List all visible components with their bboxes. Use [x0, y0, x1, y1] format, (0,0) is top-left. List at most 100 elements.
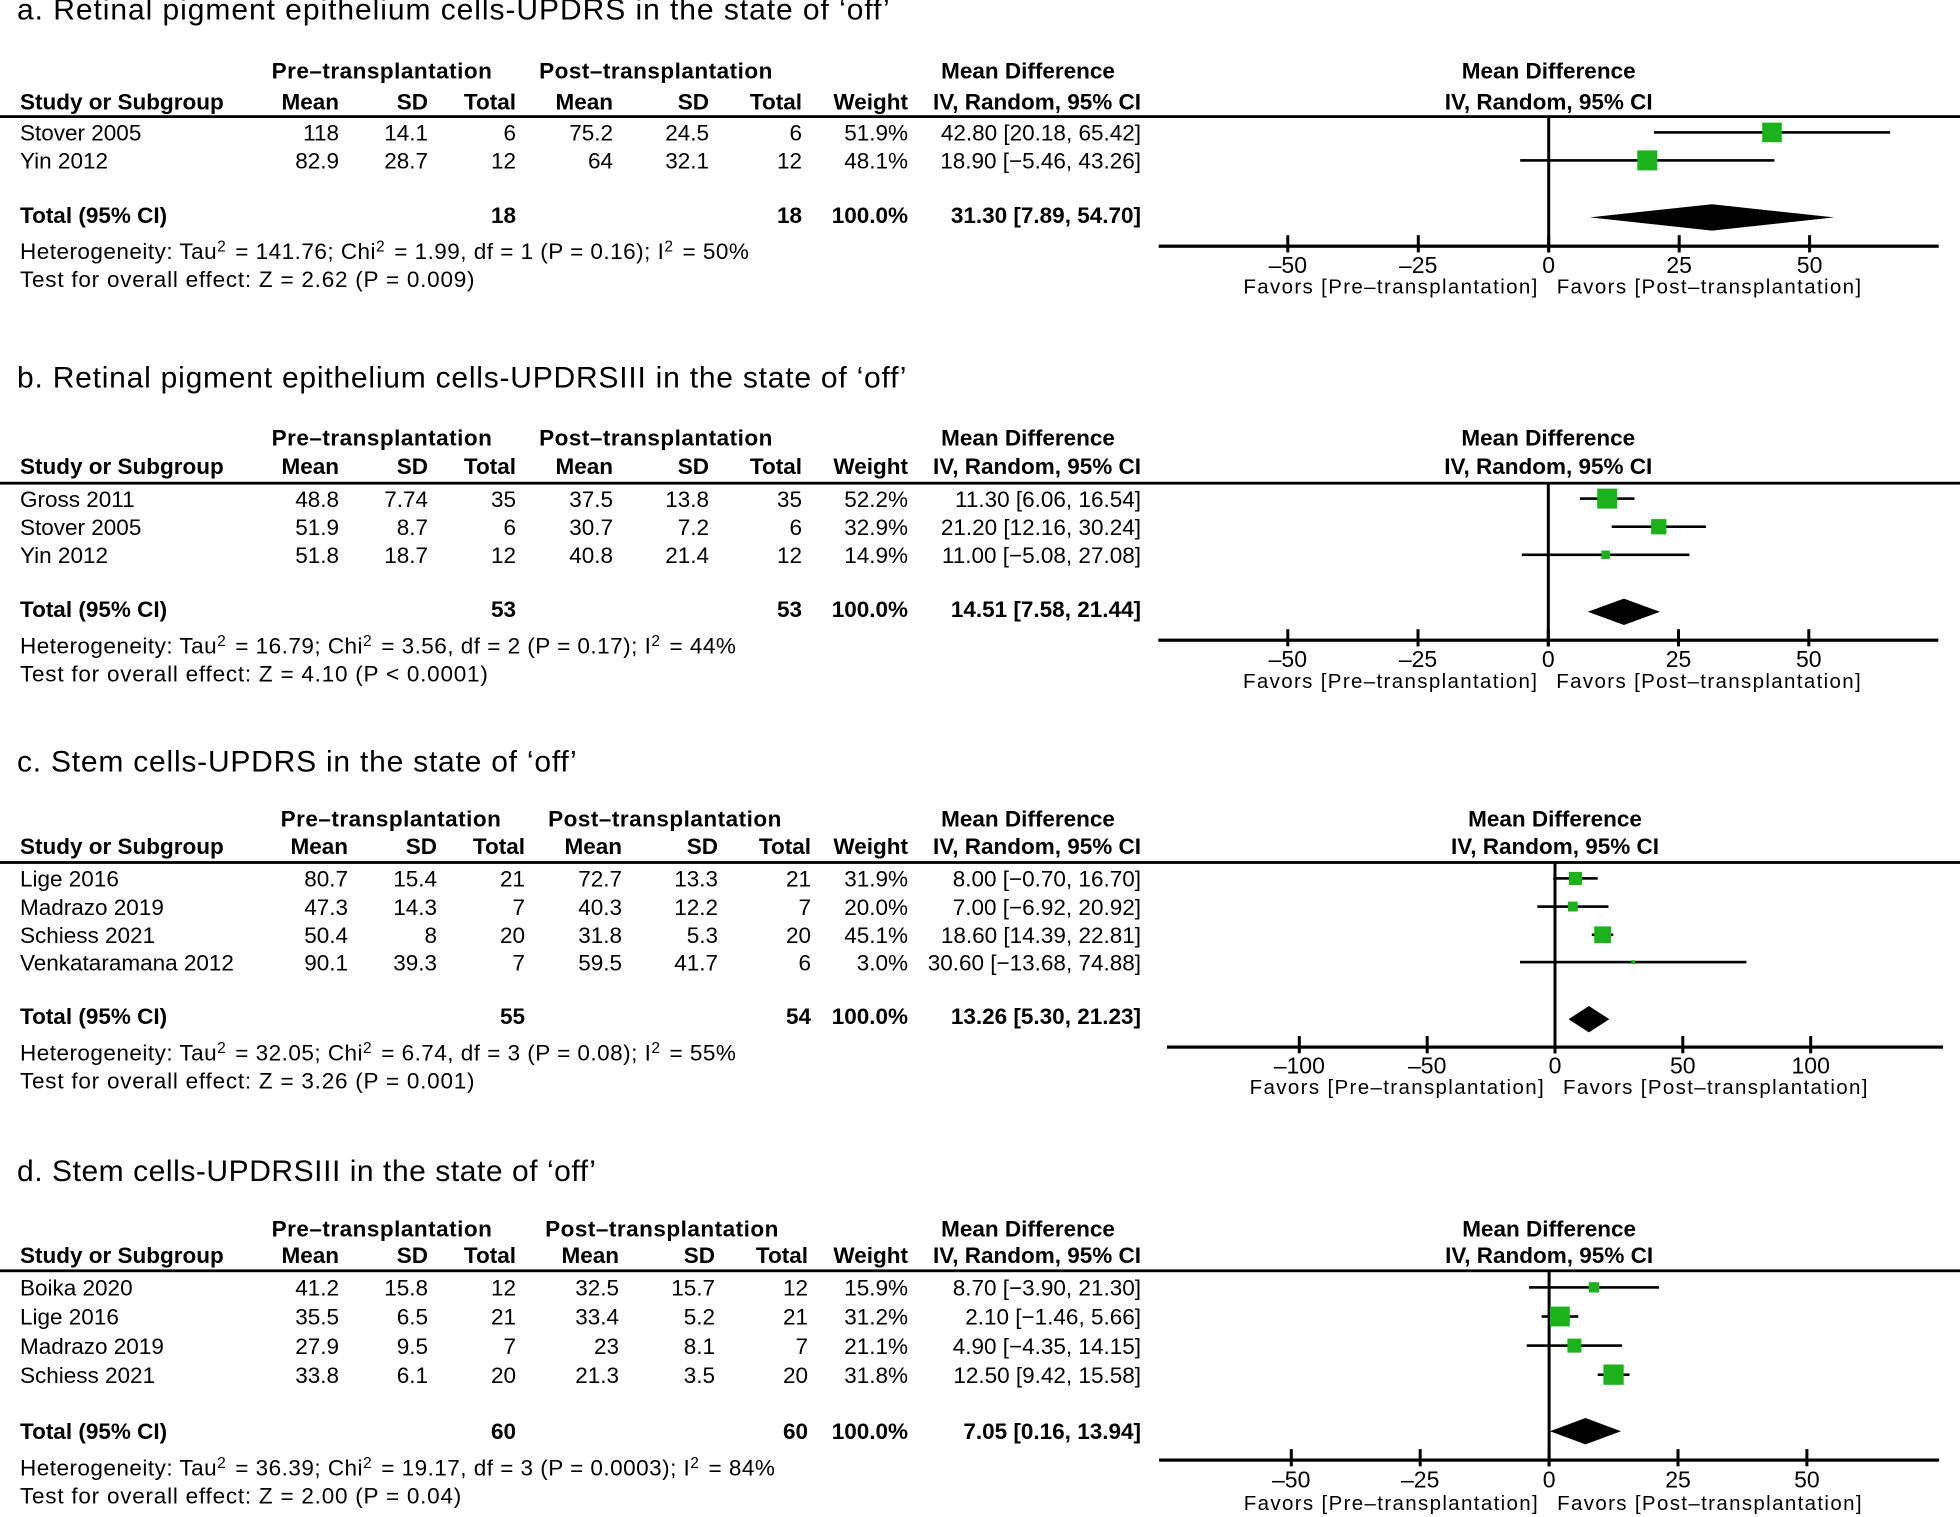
svg-text:15.7: 15.7 [671, 1276, 715, 1301]
svg-text:51.9: 51.9 [295, 515, 339, 540]
svg-text:Heterogeneity: Tau2 = 16.79;: Heterogeneity: Tau2 = 16.79; Chi2 = 3.56… [20, 633, 736, 659]
svg-text:6: 6 [503, 121, 516, 146]
svg-text:Favors [Post–transplantation]: Favors [Post–transplantation] [1563, 1076, 1869, 1099]
svg-text:8: 8 [424, 923, 437, 948]
svg-text:33.4: 33.4 [575, 1305, 619, 1330]
svg-text:Favors [Post–transplantation]: Favors [Post–transplantation] [1557, 1492, 1863, 1515]
svg-text:21.1%: 21.1% [844, 1334, 908, 1359]
svg-text:Total: Total [464, 90, 516, 115]
svg-text:21.20 [12.16, 30.24]: 21.20 [12.16, 30.24] [941, 515, 1141, 540]
svg-text:20: 20 [500, 923, 525, 948]
svg-text:100.0%: 100.0% [832, 597, 908, 622]
svg-text:Madrazo 2019: Madrazo 2019 [20, 895, 164, 920]
svg-text:5.3: 5.3 [687, 923, 718, 948]
svg-text:SD: SD [397, 1243, 428, 1268]
svg-text:100.0%: 100.0% [832, 203, 908, 228]
svg-text:8.7: 8.7 [397, 515, 428, 540]
svg-text:Post–transplantation: Post–transplantation [548, 807, 782, 832]
svg-text:13.26 [5.30, 21.23]: 13.26 [5.30, 21.23] [951, 1004, 1141, 1029]
svg-text:Mean: Mean [281, 1243, 339, 1268]
svg-text:60: 60 [783, 1419, 808, 1444]
svg-text:Post–transplantation: Post–transplantation [545, 1217, 779, 1242]
svg-text:7: 7 [512, 895, 525, 920]
svg-text:6: 6 [798, 950, 811, 975]
svg-text:2.10 [−1.46, 5.66]: 2.10 [−1.46, 5.66] [965, 1305, 1141, 1330]
svg-text:Total (95% CI): Total (95% CI) [20, 597, 167, 622]
svg-text:–50: –50 [1269, 646, 1307, 672]
svg-text:118: 118 [303, 121, 339, 146]
svg-text:SD: SD [397, 90, 428, 115]
svg-text:Weight: Weight [833, 1243, 908, 1268]
svg-text:31.8%: 31.8% [844, 1363, 908, 1388]
svg-text:12: 12 [777, 149, 802, 174]
svg-text:5.2: 5.2 [684, 1305, 715, 1330]
svg-text:12: 12 [783, 1276, 808, 1301]
svg-text:21.3: 21.3 [575, 1363, 619, 1388]
svg-text:20.0%: 20.0% [844, 895, 908, 920]
svg-text:100.0%: 100.0% [832, 1419, 908, 1444]
svg-text:14.1: 14.1 [384, 121, 428, 146]
svg-text:Total: Total [756, 1243, 808, 1268]
svg-text:0: 0 [1542, 646, 1555, 672]
svg-text:41.2: 41.2 [295, 1276, 339, 1301]
svg-text:Lige 2016: Lige 2016 [20, 1305, 119, 1330]
svg-text:Total (95% CI): Total (95% CI) [20, 203, 167, 228]
svg-text:32.9%: 32.9% [844, 515, 908, 540]
svg-text:Total: Total [750, 454, 802, 479]
svg-text:28.7: 28.7 [384, 149, 428, 174]
svg-text:50: 50 [1794, 1467, 1820, 1493]
svg-text:7: 7 [795, 1334, 808, 1359]
svg-text:11.00 [−5.08, 27.08]: 11.00 [−5.08, 27.08] [942, 543, 1141, 568]
svg-text:–100: –100 [1274, 1053, 1325, 1079]
svg-text:8.70 [−3.90, 21.30]: 8.70 [−3.90, 21.30] [953, 1276, 1141, 1301]
svg-text:Heterogeneity: Tau2 = 141.76;: Heterogeneity: Tau2 = 141.76; Chi2 = 1.9… [20, 239, 749, 265]
svg-text:Mean Difference: Mean Difference [941, 1217, 1115, 1242]
svg-text:SD: SD [406, 834, 437, 859]
svg-text:Yin 2012: Yin 2012 [20, 543, 108, 568]
svg-text:Yin 2012: Yin 2012 [20, 149, 108, 174]
svg-text:75.2: 75.2 [569, 121, 613, 146]
svg-text:55: 55 [500, 1004, 525, 1029]
svg-text:100.0%: 100.0% [832, 1004, 908, 1029]
svg-text:12: 12 [491, 1276, 516, 1301]
svg-text:–25: –25 [1401, 1467, 1439, 1493]
svg-text:13.3: 13.3 [674, 867, 718, 892]
svg-text:Mean: Mean [555, 90, 613, 115]
svg-text:Weight: Weight [833, 454, 908, 479]
svg-text:12: 12 [491, 543, 516, 568]
svg-text:60: 60 [491, 1419, 516, 1444]
svg-text:59.5: 59.5 [578, 950, 622, 975]
svg-text:IV, Random, 95% CI: IV, Random, 95% CI [933, 90, 1141, 115]
svg-text:35: 35 [777, 487, 802, 512]
svg-text:50.4: 50.4 [304, 923, 348, 948]
svg-text:7: 7 [798, 895, 811, 920]
svg-text:90.1: 90.1 [304, 950, 348, 975]
svg-text:Mean: Mean [555, 454, 613, 479]
svg-text:–50: –50 [1272, 1467, 1310, 1493]
svg-text:80.7: 80.7 [304, 867, 348, 892]
svg-text:Boika 2020: Boika 2020 [20, 1276, 133, 1301]
svg-text:–25: –25 [1399, 252, 1437, 278]
svg-text:32.5: 32.5 [575, 1276, 619, 1301]
svg-text:Schiess 2021: Schiess 2021 [20, 923, 155, 948]
svg-text:Favors [Pre–transplantation]: Favors [Pre–transplantation] [1243, 276, 1538, 299]
svg-text:Favors [Post–transplantation]: Favors [Post–transplantation] [1556, 670, 1862, 693]
svg-text:Mean Difference: Mean Difference [941, 58, 1115, 83]
svg-text:IV, Random, 95% CI: IV, Random, 95% CI [933, 454, 1141, 479]
svg-text:64: 64 [588, 149, 613, 174]
svg-text:Favors [Pre–transplantation]: Favors [Pre–transplantation] [1244, 1492, 1539, 1515]
svg-text:Pre–transplantation: Pre–transplantation [272, 1217, 493, 1242]
svg-text:Total (95% CI): Total (95% CI) [20, 1419, 167, 1444]
svg-text:Madrazo 2019: Madrazo 2019 [20, 1334, 164, 1359]
svg-text:27.9: 27.9 [295, 1334, 339, 1359]
svg-text:IV, Random, 95% CI: IV, Random, 95% CI [933, 1243, 1141, 1268]
svg-text:0: 0 [1543, 1467, 1556, 1493]
svg-text:Study or Subgroup: Study or Subgroup [20, 454, 224, 479]
svg-text:15.8: 15.8 [384, 1276, 428, 1301]
svg-text:31.2%: 31.2% [844, 1305, 908, 1330]
svg-text:20: 20 [783, 1363, 808, 1388]
svg-text:Total: Total [464, 1243, 516, 1268]
svg-text:Stover 2005: Stover 2005 [20, 515, 141, 540]
svg-text:Test for overall effect: Z = 2: Test for overall effect: Z = 2.62 (P = 0… [20, 267, 475, 292]
svg-text:Heterogeneity: Tau2 = 32.05;: Heterogeneity: Tau2 = 32.05; Chi2 = 6.74… [20, 1040, 736, 1066]
